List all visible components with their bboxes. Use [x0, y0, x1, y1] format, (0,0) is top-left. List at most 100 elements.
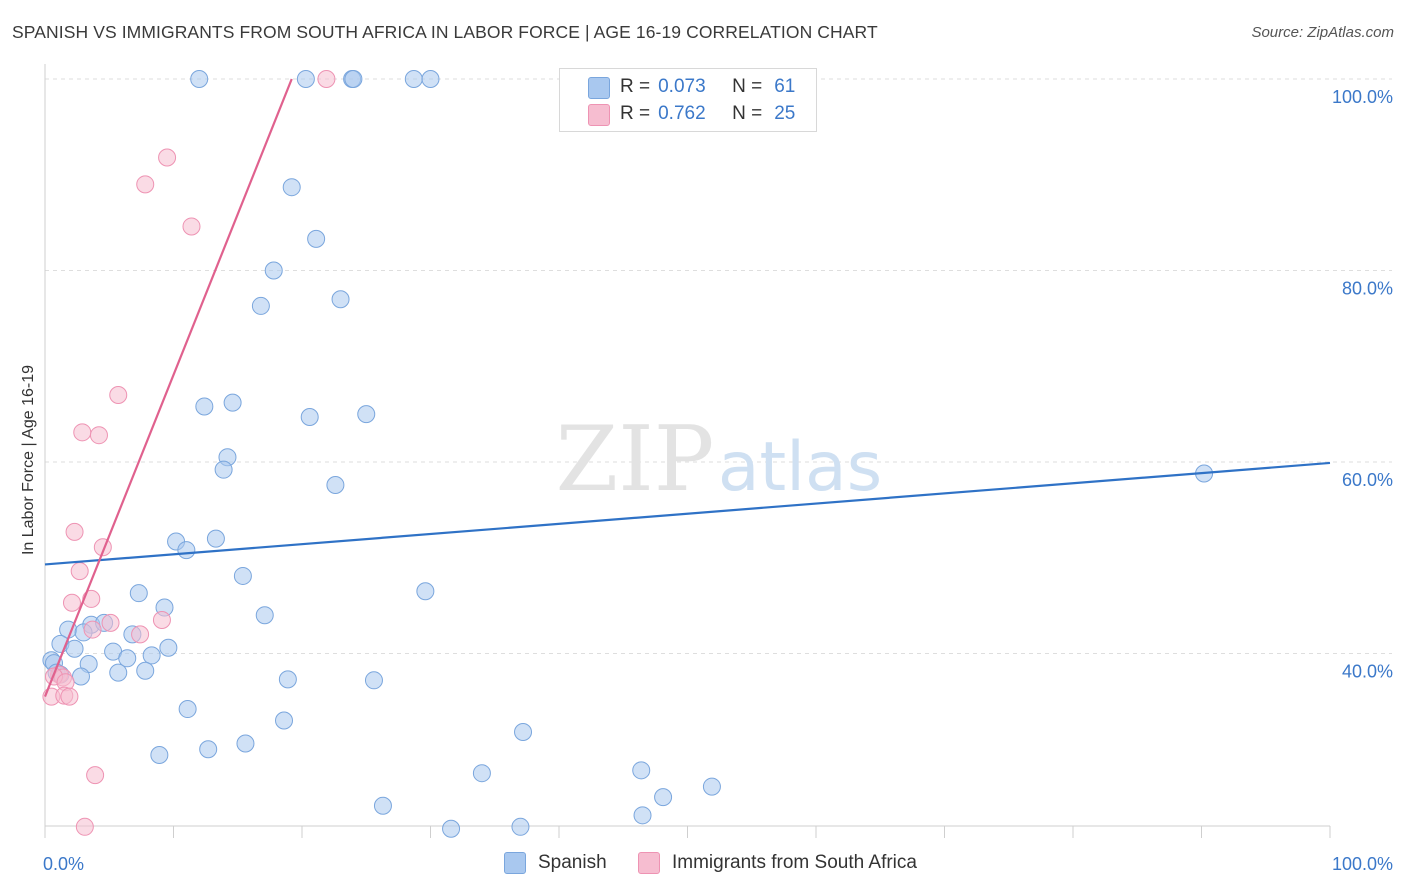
point-spanish: [129, 584, 148, 603]
point-spanish: [416, 582, 435, 601]
correlation-legend: R = 0.073 N = 61 R = 0.762 N = 25: [559, 68, 817, 132]
point-spanish: [404, 70, 423, 88]
point-south-africa: [82, 589, 101, 608]
point-spanish: [190, 70, 209, 88]
x-tick-label: 100.0%: [1332, 854, 1393, 874]
point-spanish: [442, 819, 461, 838]
trend-lines: [43, 78, 1331, 697]
point-spanish: [357, 405, 376, 424]
point-south-africa: [131, 625, 150, 644]
legend-n-value: 25: [774, 103, 796, 124]
series-legend-spanish[interactable]: Spanish: [504, 852, 607, 874]
point-spanish: [71, 667, 90, 686]
series-legend: Spanish Immigrants from South Africa: [0, 852, 1406, 878]
data-points: [42, 70, 1214, 838]
point-spanish: [177, 541, 196, 560]
y-tick-label: 100.0%: [1332, 87, 1393, 107]
point-spanish: [633, 806, 652, 825]
point-south-africa: [152, 610, 171, 629]
point-south-africa: [60, 687, 79, 706]
point-spanish: [109, 663, 128, 682]
source-label: Source: ZipAtlas.com: [1251, 24, 1394, 41]
y-tick-label: 60.0%: [1342, 470, 1393, 490]
point-spanish: [206, 529, 225, 548]
y-tick-label: 80.0%: [1342, 279, 1393, 299]
point-south-africa: [89, 426, 108, 445]
tick-labels: 40.0% 60.0% 80.0% 100.0% 0.0% 100.0%: [43, 87, 1393, 874]
legend-r-value: 0.073: [658, 76, 706, 97]
point-spanish: [118, 649, 137, 668]
point-spanish: [300, 407, 319, 426]
point-spanish: [421, 70, 440, 88]
point-spanish: [142, 646, 161, 665]
legend-swatch-blue: [504, 852, 526, 874]
point-spanish: [344, 70, 363, 88]
legend-n-label: N =: [732, 103, 763, 124]
series-legend-label: Immigrants from South Africa: [672, 852, 917, 873]
point-spanish: [178, 700, 197, 719]
point-spanish: [331, 290, 350, 309]
point-spanish: [472, 764, 491, 783]
point-south-africa: [158, 148, 177, 167]
point-spanish: [65, 639, 84, 658]
grid-lines: [45, 78, 1392, 654]
legend-row-south-africa: R = 0.762 N = 25: [588, 102, 795, 126]
legend-swatch-blue: [588, 77, 610, 99]
watermark: ZIP atlas: [556, 407, 882, 512]
watermark-zip: ZIP: [556, 407, 715, 512]
point-spanish: [514, 723, 533, 742]
point-spanish: [307, 229, 326, 248]
point-spanish: [159, 638, 178, 657]
point-spanish: [364, 671, 383, 690]
x-tick-label: 0.0%: [43, 854, 84, 874]
point-spanish: [264, 261, 283, 280]
point-spanish: [255, 606, 274, 625]
point-south-africa: [101, 613, 120, 632]
series-legend-south-africa[interactable]: Immigrants from South Africa: [638, 852, 917, 874]
trend-line-spanish: [44, 461, 1331, 566]
point-spanish: [150, 745, 169, 764]
legend-swatch-pink: [588, 104, 610, 126]
point-south-africa: [109, 385, 128, 404]
point-south-africa: [70, 562, 89, 581]
trend-line-south-africa: [43, 78, 293, 697]
point-spanish: [373, 796, 392, 815]
point-south-africa: [182, 217, 201, 236]
point-south-africa: [83, 620, 102, 639]
point-spanish: [278, 670, 297, 689]
point-spanish: [214, 460, 233, 479]
point-spanish: [326, 475, 345, 494]
chart-title: SPANISH VS IMMIGRANTS FROM SOUTH AFRICA …: [12, 22, 878, 42]
legend-swatch-pink: [638, 852, 660, 874]
legend-n-label: N =: [732, 76, 763, 97]
point-south-africa: [62, 593, 81, 612]
legend-r-label: R =: [620, 103, 651, 124]
legend-r-value: 0.762: [658, 103, 706, 124]
point-south-africa: [317, 70, 336, 88]
point-south-africa: [136, 175, 155, 194]
point-spanish: [282, 178, 301, 197]
point-south-africa: [65, 522, 84, 541]
series-legend-label: Spanish: [538, 852, 607, 873]
point-spanish: [199, 740, 218, 759]
point-spanish: [702, 777, 721, 796]
point-south-africa: [73, 423, 92, 442]
point-spanish: [236, 734, 255, 753]
point-spanish: [233, 566, 252, 585]
point-spanish: [251, 296, 270, 315]
point-spanish: [296, 70, 315, 88]
point-spanish: [654, 788, 673, 807]
point-south-africa: [86, 766, 105, 785]
point-spanish: [275, 711, 294, 730]
legend-n-value: 61: [774, 76, 796, 97]
point-spanish: [632, 761, 651, 780]
point-spanish: [511, 817, 530, 836]
legend-row-spanish: R = 0.073 N = 61: [588, 75, 795, 99]
point-spanish: [195, 397, 214, 416]
point-spanish: [136, 661, 155, 680]
point-south-africa: [75, 817, 94, 836]
y-tick-label: 40.0%: [1342, 662, 1393, 682]
legend-r-label: R =: [620, 76, 651, 97]
watermark-atlas: atlas: [718, 428, 882, 507]
